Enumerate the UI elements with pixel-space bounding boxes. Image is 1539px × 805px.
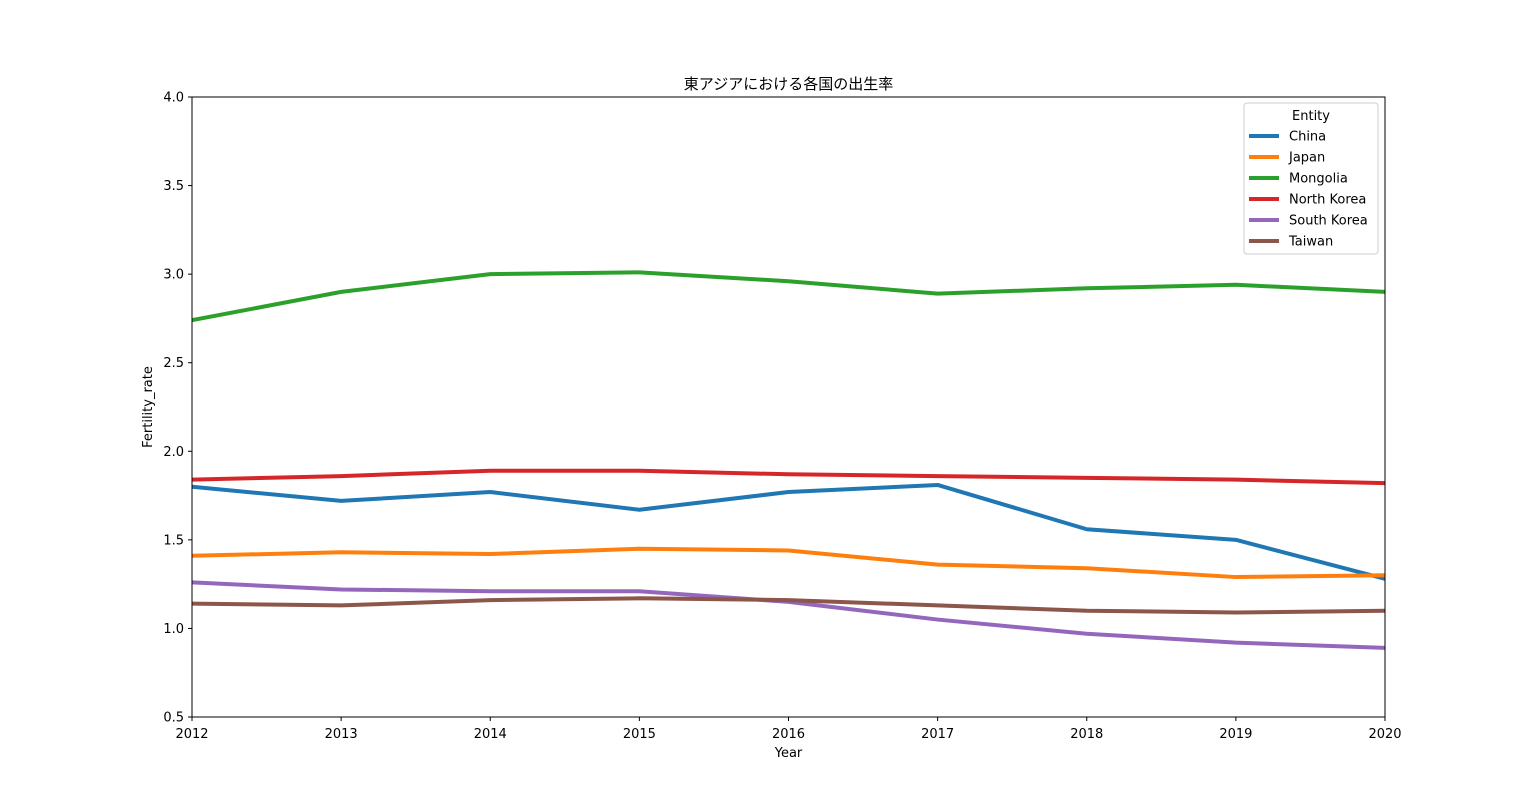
- x-tick-label: 2014: [474, 727, 507, 742]
- x-tick-label: 2015: [623, 727, 656, 742]
- y-tick-label: 1.0: [163, 622, 184, 637]
- y-axis: 0.5 1.0 1.5 2.0 2.5 3.0 3.5 4.0: [163, 91, 192, 726]
- series-line-china: [192, 482, 1385, 581]
- series-line-taiwan: [192, 596, 1385, 615]
- x-tick-label: 2013: [325, 727, 358, 742]
- legend-label-taiwan: Taiwan: [1288, 235, 1333, 250]
- y-tick-label: 3.5: [163, 179, 184, 194]
- y-tick-label: 3.0: [163, 268, 184, 283]
- y-tick-label: 2.5: [163, 356, 184, 371]
- legend-label-north-korea: North Korea: [1289, 193, 1366, 208]
- legend-label-japan: Japan: [1288, 151, 1325, 166]
- x-tick-label: 2018: [1070, 727, 1103, 742]
- legend-label-mongolia: Mongolia: [1289, 172, 1348, 187]
- legend-title: Entity: [1292, 109, 1330, 124]
- x-tick-label: 2012: [175, 727, 208, 742]
- legend-box: [1243, 102, 1379, 255]
- y-axis-label: Fertility_rate: [141, 366, 156, 448]
- x-tick-label: 2019: [1219, 727, 1252, 742]
- series-layer: [192, 270, 1385, 650]
- chart-title: 東アジアにおける各国の出生率: [684, 75, 893, 93]
- x-tick-label: 2017: [921, 727, 954, 742]
- legend: Entity China Japan Mongolia North Korea Sout…: [1243, 102, 1379, 255]
- legend-entries: China Japan Mongolia North Korea South Korea…: [1249, 130, 1368, 250]
- series-line-north-korea: [192, 468, 1385, 486]
- y-tick-label: 4.0: [163, 91, 184, 106]
- y-tick-label: 0.5: [163, 711, 184, 726]
- legend-label-china: China: [1289, 130, 1326, 145]
- legend-label-south-korea: South Korea: [1289, 214, 1368, 229]
- y-tick-label: 1.5: [163, 533, 184, 548]
- x-axis: 2012 2013 2014 2015 2016 2017 2018 2019 2020: [175, 717, 1402, 742]
- series-line-mongolia: [192, 270, 1385, 323]
- y-tick-label: 2.0: [163, 445, 184, 460]
- x-axis-label: Year: [774, 746, 803, 761]
- x-tick-label: 2020: [1368, 727, 1401, 742]
- x-tick-label: 2016: [772, 727, 805, 742]
- series-line-japan: [192, 546, 1385, 580]
